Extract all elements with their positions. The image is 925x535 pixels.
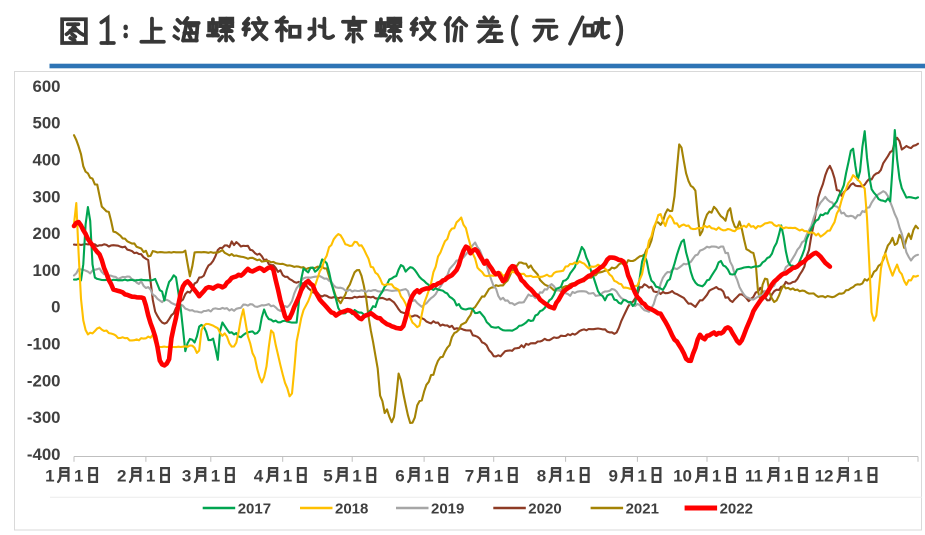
svg-text:2021: 2021: [626, 501, 659, 518]
svg-text:1: 1: [283, 467, 292, 486]
svg-text:1: 1: [784, 467, 793, 486]
svg-text:600: 600: [33, 77, 61, 96]
svg-text:8: 8: [537, 467, 546, 486]
svg-text:2018: 2018: [335, 501, 368, 518]
svg-text:-400: -400: [27, 445, 61, 464]
svg-text:5: 5: [323, 467, 332, 486]
svg-text:1: 1: [352, 467, 361, 486]
svg-text:4: 4: [254, 467, 264, 486]
svg-text:100: 100: [33, 261, 61, 280]
svg-text:2020: 2020: [528, 501, 561, 518]
svg-text:1: 1: [211, 467, 220, 486]
svg-text:1: 1: [637, 467, 646, 486]
svg-text:0: 0: [51, 298, 60, 317]
svg-text:1: 1: [146, 467, 155, 486]
svg-text:-200: -200: [27, 371, 61, 390]
svg-text:2022: 2022: [720, 501, 753, 518]
svg-text:-100: -100: [27, 335, 61, 354]
svg-text:1: 1: [853, 467, 862, 486]
svg-text:400: 400: [33, 151, 61, 170]
svg-text:-300: -300: [27, 408, 61, 427]
svg-text:1: 1: [45, 467, 54, 486]
svg-text:1: 1: [566, 467, 575, 486]
svg-text:7: 7: [465, 467, 474, 486]
svg-text:2: 2: [117, 467, 126, 486]
svg-text:300: 300: [33, 187, 61, 206]
svg-text:2019: 2019: [431, 501, 464, 518]
svg-text:1: 1: [424, 467, 433, 486]
svg-text:12: 12: [815, 467, 834, 486]
svg-text:3: 3: [182, 467, 191, 486]
svg-text:1: 1: [712, 467, 721, 486]
svg-text:6: 6: [395, 467, 404, 486]
svg-text:1: 1: [74, 467, 83, 486]
svg-text:11: 11: [745, 467, 763, 486]
svg-text:2017: 2017: [238, 501, 271, 518]
svg-text:9: 9: [609, 467, 618, 486]
svg-text:1: 1: [494, 467, 503, 486]
svg-text:500: 500: [33, 114, 61, 133]
svg-text:10: 10: [673, 467, 692, 486]
svg-text:200: 200: [33, 224, 61, 243]
